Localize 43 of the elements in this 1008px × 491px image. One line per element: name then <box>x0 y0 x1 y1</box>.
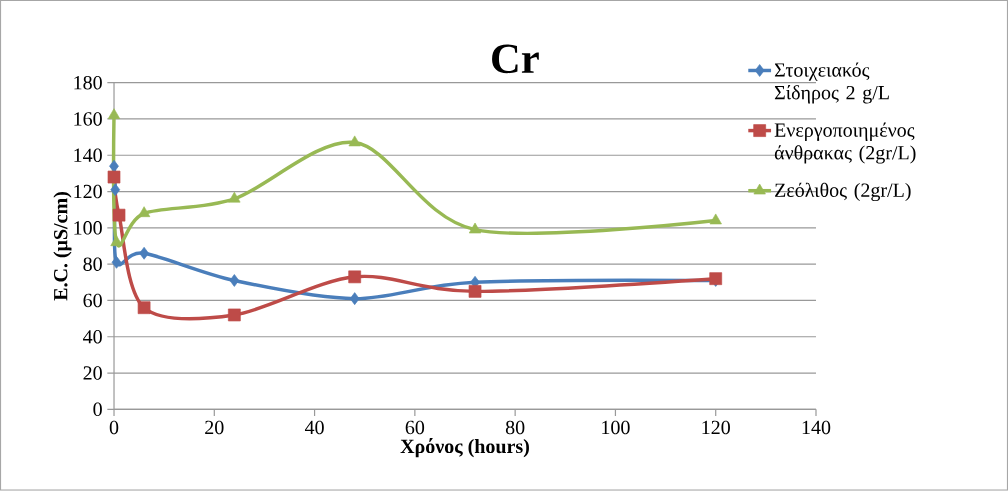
point <box>348 270 362 284</box>
y-tick-label: 160 <box>74 112 102 126</box>
y-tick-label: 180 <box>74 76 102 90</box>
y-tick-label: 120 <box>74 184 102 199</box>
x-tick-label: 140 <box>802 420 831 435</box>
x-axis-title: Χρόνος (hours) <box>400 438 529 458</box>
x-tick-label: 120 <box>702 420 730 435</box>
y-tick-label: 40 <box>83 330 102 344</box>
legend-label: Στοιχειακός Σίδηρος 2 g/L <box>774 62 889 104</box>
x-tick-label: 0 <box>109 420 119 435</box>
x-tick-label: 20 <box>205 420 224 435</box>
x-tick-label: 60 <box>405 420 425 435</box>
point <box>112 208 126 222</box>
point <box>349 292 360 306</box>
y-tick-label: 140 <box>74 148 102 163</box>
point <box>109 159 119 173</box>
point <box>107 170 121 184</box>
point <box>709 213 722 225</box>
y-axis-title: E.C. (μS/cm) <box>53 192 72 301</box>
y-tick-label: 0 <box>93 402 102 417</box>
y-tick-label: 80 <box>83 257 102 272</box>
y-tick-label: 100 <box>74 221 102 235</box>
legend-label: Ενεργοποιημένος άνθρακας (2gr/L) <box>774 122 916 164</box>
chart-title: Cr <box>492 44 539 74</box>
x-tick-label: 100 <box>602 420 630 435</box>
x-tick-label: 80 <box>505 420 525 435</box>
y-tick-label: 60 <box>83 293 102 308</box>
legend-label: Ζεόλιθος (2gr/L) <box>775 182 911 202</box>
point <box>229 274 240 287</box>
point <box>110 183 121 197</box>
y-tick-label: 20 <box>83 366 102 380</box>
point <box>468 222 482 234</box>
point <box>137 301 151 315</box>
point <box>110 235 123 247</box>
point <box>139 247 149 260</box>
point <box>468 285 482 298</box>
point <box>111 256 122 269</box>
point <box>137 206 151 218</box>
point <box>228 191 241 203</box>
x-tick-label: 40 <box>304 420 324 435</box>
point <box>107 108 121 120</box>
point <box>348 135 361 147</box>
point <box>228 308 241 322</box>
